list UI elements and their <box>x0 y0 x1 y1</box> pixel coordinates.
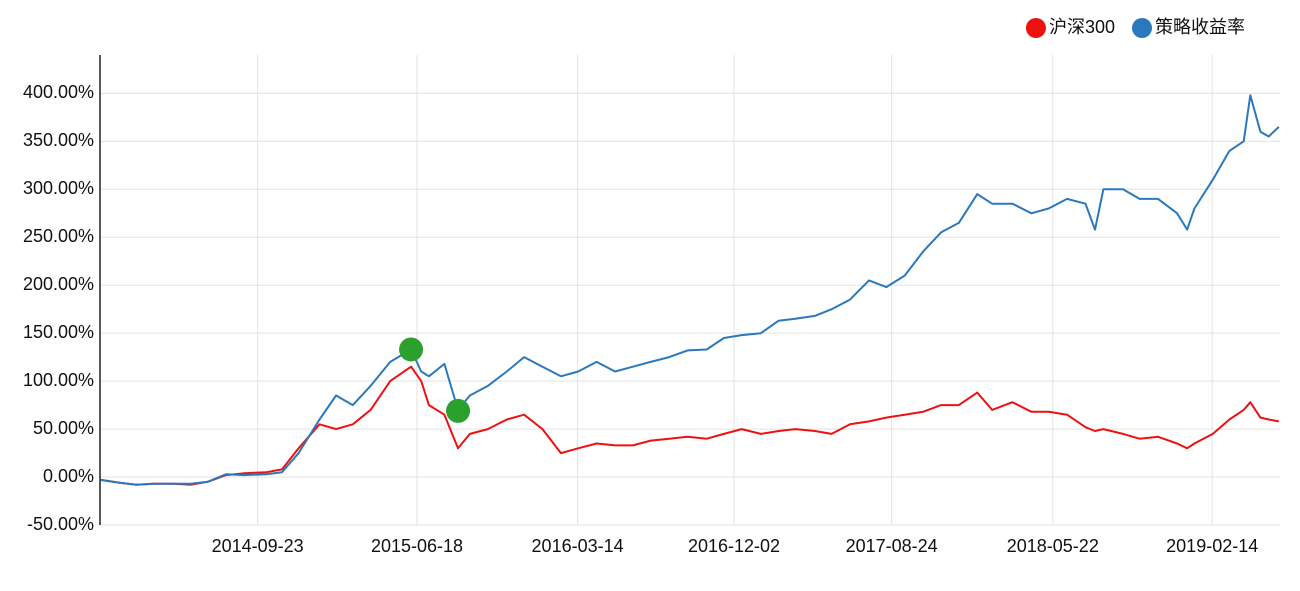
y-tick-label: 400.00% <box>23 82 94 102</box>
y-tick-label: 350.00% <box>23 130 94 150</box>
y-tick-label: 50.00% <box>33 418 94 438</box>
y-tick-label: 150.00% <box>23 322 94 342</box>
y-tick-label: 200.00% <box>23 274 94 294</box>
x-tick-label: 2015-06-18 <box>371 536 463 556</box>
y-tick-label: 0.00% <box>43 466 94 486</box>
marker-dot <box>399 337 424 362</box>
x-tick-label: 2017-08-24 <box>846 536 938 556</box>
x-tick-label: 2014-09-23 <box>212 536 304 556</box>
legend-label: 策略收益率 <box>1155 17 1245 37</box>
x-tick-label: 2016-03-14 <box>532 536 624 556</box>
legend-label: 沪深300 <box>1049 17 1115 37</box>
y-tick-label: 250.00% <box>23 226 94 246</box>
x-tick-label: 2019-02-14 <box>1166 536 1258 556</box>
line-series <box>100 94 1280 486</box>
y-tick-label: 300.00% <box>23 178 94 198</box>
x-tick-label: 2016-12-02 <box>688 536 780 556</box>
y-tick-label: 100.00% <box>23 370 94 390</box>
marker-dot <box>446 398 471 423</box>
y-tick-label: -50.00% <box>27 514 94 534</box>
legend-swatch <box>1025 18 1046 38</box>
legend-swatch <box>1132 18 1152 38</box>
x-tick-label: 2018-05-22 <box>1007 536 1099 556</box>
line-series <box>100 365 1279 486</box>
